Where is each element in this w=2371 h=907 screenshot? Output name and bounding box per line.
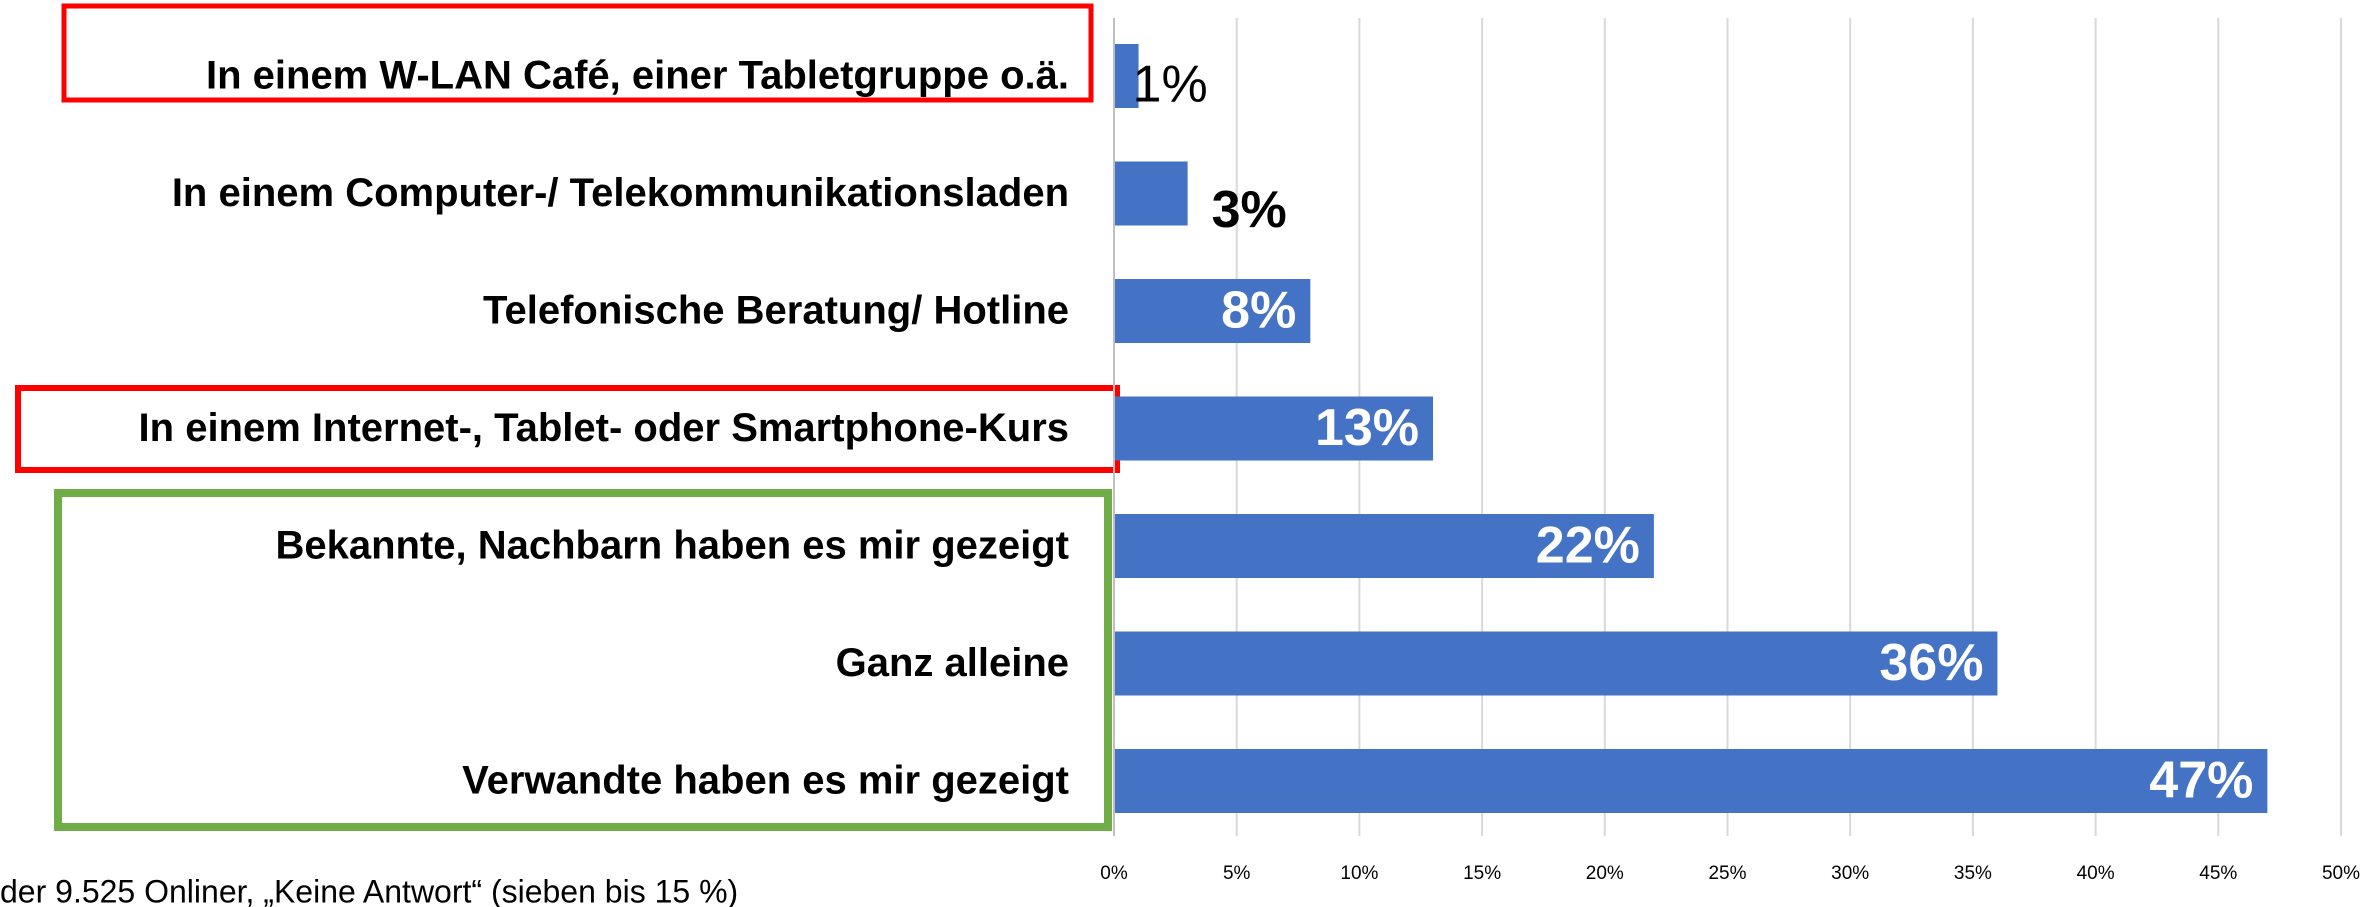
x-tick-label: 50% bbox=[2322, 863, 2360, 884]
x-tick-label: 25% bbox=[1708, 863, 1746, 884]
x-tick-label: 20% bbox=[1586, 863, 1624, 884]
bar bbox=[1114, 44, 1139, 108]
category-label: Bekannte, Nachbarn haben es mir gezeigt bbox=[275, 524, 1069, 568]
category-label: Ganz alleine bbox=[836, 641, 1069, 685]
group-box bbox=[54, 489, 1112, 831]
category-label: In einem W-LAN Café, einer Tabletgruppe … bbox=[206, 54, 1069, 98]
category-label: In einem Computer-/ Telekommunikationsla… bbox=[172, 171, 1069, 215]
x-tick-label: 35% bbox=[1954, 863, 1992, 884]
value-label: 3% bbox=[1212, 181, 1287, 239]
highlight-box bbox=[61, 3, 1094, 103]
footnote: der 9.525 Onliner, „Keine Antwort“ (sieb… bbox=[0, 873, 738, 907]
bar bbox=[1114, 631, 1998, 696]
value-label: 36% bbox=[1879, 634, 1983, 692]
value-label: 8% bbox=[1221, 282, 1296, 340]
x-tick-label: 0% bbox=[1100, 863, 1128, 884]
x-tick-label: 15% bbox=[1463, 863, 1501, 884]
x-tick-label: 5% bbox=[1223, 863, 1251, 884]
value-label: 1% bbox=[1133, 56, 1208, 114]
x-tick-label: 45% bbox=[2199, 863, 2237, 884]
category-label: Telefonische Beratung/ Hotline bbox=[483, 289, 1069, 333]
value-label: 22% bbox=[1536, 517, 1640, 575]
bar bbox=[1114, 514, 1654, 578]
value-label: 13% bbox=[1315, 399, 1419, 457]
x-tick-label: 30% bbox=[1831, 863, 1869, 884]
category-label: In einem Internet-, Tablet- oder Smartph… bbox=[139, 406, 1069, 450]
x-tick-label: 40% bbox=[2077, 863, 2115, 884]
category-label: Verwandte haben es mir gezeigt bbox=[462, 759, 1069, 803]
bar bbox=[1114, 396, 1434, 461]
bar bbox=[1114, 279, 1311, 343]
x-tick-label: 10% bbox=[1340, 863, 1378, 884]
value-label: 47% bbox=[2149, 752, 2253, 810]
bar bbox=[1114, 749, 2268, 813]
bar bbox=[1114, 161, 1188, 226]
